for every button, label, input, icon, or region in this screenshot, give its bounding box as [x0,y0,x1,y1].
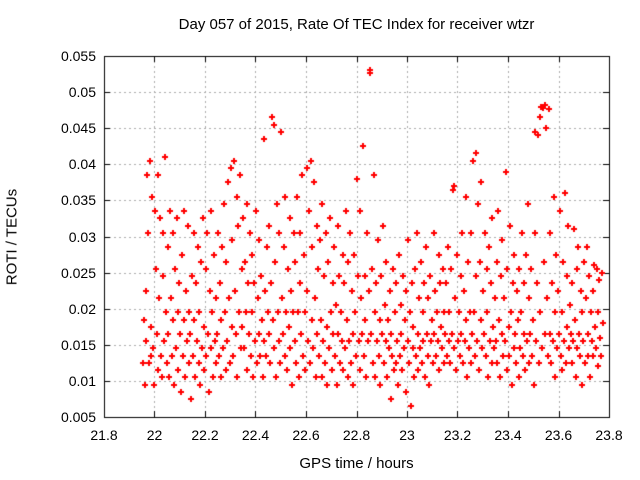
y-tick-label: 0.03 [68,228,96,245]
x-tick-label: 22 [146,427,163,443]
y-tick-label: 0.01 [68,372,96,389]
y-tick-label: 0.025 [60,264,96,281]
x-tick-label: 22.8 [342,427,371,443]
x-tick-label: 23.4 [494,427,522,443]
x-tick-label: 23.6 [544,427,573,443]
x-tick-label: 23.8 [595,427,623,443]
y-tick-label: 0.05 [68,84,96,101]
y-tick-label: 0.015 [60,336,96,353]
y-tick-label: 0.04 [68,156,96,173]
x-axis-label: GPS time / hours [299,455,414,472]
x-tick-label: 23 [399,427,415,443]
y-tick-label: 0.045 [60,120,96,137]
y-tick-label: 0.005 [60,409,96,425]
y-tick-label: 0.055 [60,48,96,64]
y-tick-label: 0.02 [68,300,96,317]
x-tick-label: 23.2 [443,427,472,443]
chart-title: Day 057 of 2015, Rate Of TEC Index for r… [178,16,535,33]
x-tick-label: 22.2 [191,427,219,443]
x-tick-label: 21.8 [90,427,118,443]
x-tick-label: 22.6 [292,427,320,443]
y-tick-label: 0.035 [60,192,96,209]
x-tick-label: 22.4 [241,427,270,443]
